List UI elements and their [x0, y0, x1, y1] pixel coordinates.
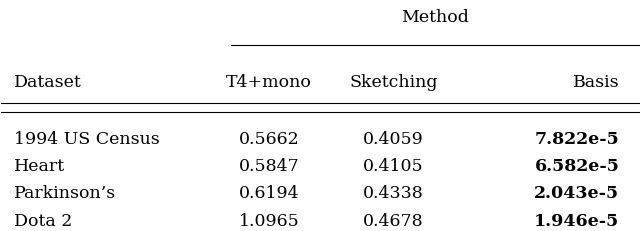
Text: Basis: Basis: [573, 73, 620, 90]
Text: 0.5847: 0.5847: [239, 157, 300, 174]
Text: 1994 US Census: 1994 US Census: [14, 131, 160, 147]
Text: 6.582e-5: 6.582e-5: [534, 157, 620, 174]
Text: 0.4105: 0.4105: [363, 157, 424, 174]
Text: 0.4678: 0.4678: [363, 212, 424, 229]
Text: Dataset: Dataset: [14, 73, 82, 90]
Text: 1.946e-5: 1.946e-5: [534, 212, 620, 229]
Text: 1.0965: 1.0965: [239, 212, 300, 229]
Text: Dota 2: Dota 2: [14, 212, 72, 229]
Text: 0.5662: 0.5662: [239, 131, 300, 147]
Text: 0.4059: 0.4059: [363, 131, 424, 147]
Text: 0.4338: 0.4338: [363, 184, 424, 201]
Text: 2.043e-5: 2.043e-5: [534, 184, 620, 201]
Text: T4+mono: T4+mono: [226, 73, 312, 90]
Text: 0.6194: 0.6194: [239, 184, 300, 201]
Text: Sketching: Sketching: [349, 73, 438, 90]
Text: Parkinson’s: Parkinson’s: [14, 184, 116, 201]
Text: Method: Method: [401, 9, 468, 25]
Text: 7.822e-5: 7.822e-5: [535, 131, 620, 147]
Text: Heart: Heart: [14, 157, 65, 174]
